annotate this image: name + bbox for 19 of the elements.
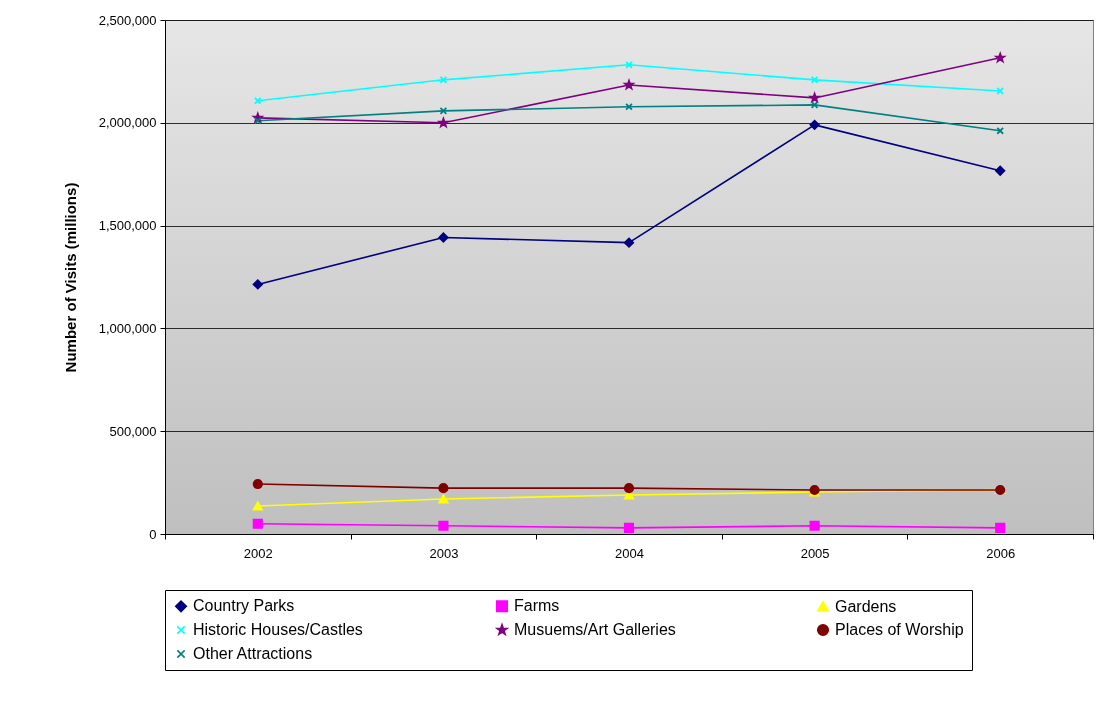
y-tick-label: 500,000 [109, 423, 157, 439]
legend-label: Musuems/Art Galleries [514, 621, 676, 638]
y-tick-label: 2,000,000 [98, 115, 157, 131]
y-tick-label: 1,500,000 [98, 218, 157, 234]
y-tick-label: 2,500,000 [98, 12, 157, 28]
legend-label: Other Attractions [193, 645, 313, 662]
legend-label: Farms [514, 597, 560, 615]
legend-label: Historic Houses/Castles [193, 621, 363, 638]
y-tick-label: 0 [149, 526, 157, 542]
x-tick-label: 2003 [429, 545, 459, 561]
x-tick-label: 2004 [615, 545, 644, 561]
legend-label: Country Parks [193, 597, 295, 615]
x-tick-label: 2006 [986, 545, 1016, 561]
y-axis-title: Number of Visits (millions) [61, 182, 79, 373]
legend-label: Gardens [835, 597, 897, 615]
x-tick-label: 2002 [243, 545, 273, 561]
y-tick-label: 1,000,000 [98, 320, 157, 336]
legend-label: Places of Worship [835, 621, 964, 638]
x-tick-label: 2005 [800, 545, 830, 561]
